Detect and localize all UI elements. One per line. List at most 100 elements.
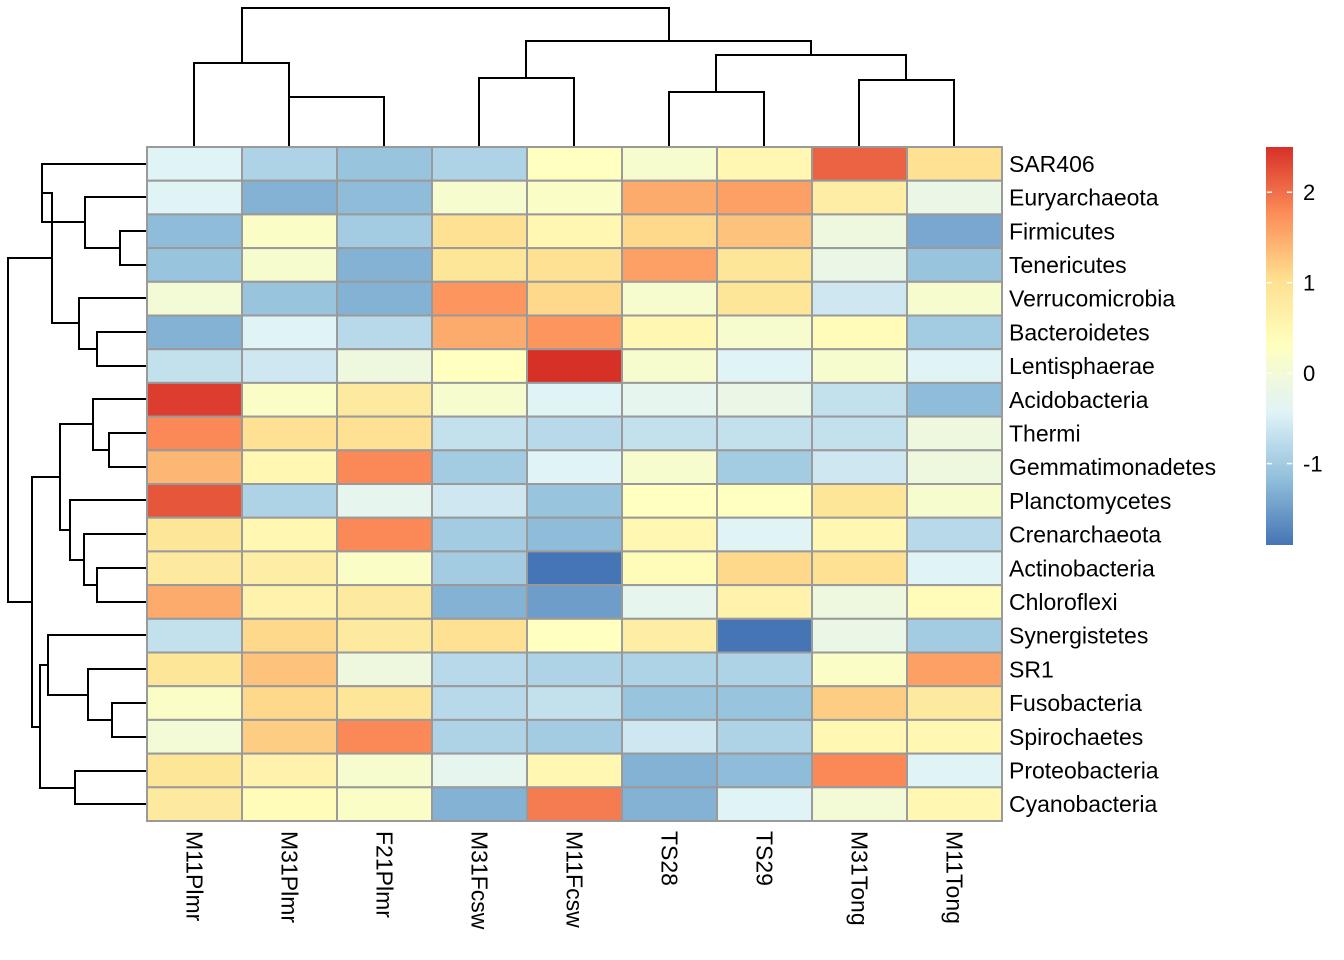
heatmap-cell bbox=[431, 314, 528, 351]
row-label: Cyanobacteria bbox=[1009, 791, 1158, 817]
heatmap-cell bbox=[811, 651, 908, 688]
heatmap-cell bbox=[146, 314, 243, 351]
heatmap-cell bbox=[336, 685, 433, 721]
heatmap-cell bbox=[146, 381, 243, 418]
heatmap-cell bbox=[811, 381, 908, 418]
heatmap-cell bbox=[716, 685, 813, 721]
heatmap-cell bbox=[241, 550, 338, 587]
heatmap-cell bbox=[241, 179, 338, 216]
heatmap-cell bbox=[241, 381, 338, 418]
heatmap-cell bbox=[431, 685, 528, 721]
heatmap-cell bbox=[811, 718, 908, 755]
heatmap-cell bbox=[241, 752, 338, 789]
color-legend: -1 0 1 2 bbox=[1266, 147, 1323, 545]
heatmap-cell bbox=[336, 415, 433, 452]
row-dend-branch bbox=[111, 702, 147, 738]
heatmap-cell bbox=[621, 213, 718, 250]
row-label: Crenarchaeota bbox=[1009, 522, 1161, 548]
heatmap-cell bbox=[526, 550, 623, 587]
heatmap-cell bbox=[811, 752, 908, 789]
heatmap-cell bbox=[906, 516, 1003, 553]
heatmap-cell bbox=[241, 584, 338, 620]
heatmap-cell bbox=[621, 280, 718, 317]
heatmap-cell bbox=[336, 584, 433, 620]
row-dend-branch bbox=[41, 163, 147, 223]
heatmap-cell bbox=[241, 617, 338, 654]
heatmap-cell bbox=[241, 348, 338, 384]
heatmap-cell bbox=[906, 483, 1003, 519]
col-dend-branch bbox=[668, 91, 765, 147]
row-label: Euryarchaeota bbox=[1009, 185, 1159, 211]
row-dend-branch bbox=[47, 634, 147, 696]
row-label: Acidobacteria bbox=[1009, 387, 1149, 413]
heatmap-cell bbox=[716, 786, 813, 822]
row-dend-branch bbox=[108, 432, 147, 468]
heatmap-cell bbox=[811, 348, 908, 384]
heatmap-cell bbox=[146, 685, 243, 721]
heatmap-cell bbox=[906, 449, 1003, 485]
heatmap-cell bbox=[431, 247, 528, 283]
row-label: SR1 bbox=[1009, 656, 1054, 682]
heatmap-cell bbox=[811, 617, 908, 654]
heatmap-cell bbox=[146, 483, 243, 519]
heatmap-cell bbox=[621, 348, 718, 384]
heatmap-cell bbox=[146, 415, 243, 452]
heatmap-cell bbox=[621, 415, 718, 452]
row-dend-branch bbox=[74, 770, 147, 805]
heatmap-cell bbox=[336, 213, 433, 250]
heatmap-cell bbox=[526, 415, 623, 452]
heatmap-cell bbox=[431, 617, 528, 654]
heatmap-cell bbox=[716, 718, 813, 755]
heatmap-cell bbox=[621, 381, 718, 418]
heatmap-cell bbox=[336, 348, 433, 384]
row-label: Verrucomicrobia bbox=[1009, 286, 1175, 312]
heatmap-cell bbox=[621, 617, 718, 654]
heatmap-cell bbox=[241, 280, 338, 317]
heatmap-cell bbox=[241, 651, 338, 688]
heatmap-cell bbox=[241, 483, 338, 519]
row-label: Firmicutes bbox=[1009, 218, 1115, 244]
row-dend-branch bbox=[92, 398, 147, 451]
column-label: TS28 bbox=[657, 831, 683, 886]
heatmap-cell bbox=[146, 584, 243, 620]
row-label: Actinobacteria bbox=[1009, 555, 1155, 581]
heatmap-cell bbox=[906, 280, 1003, 317]
row-label: Tenericutes bbox=[1009, 252, 1127, 278]
heatmap-cell bbox=[336, 483, 433, 519]
heatmap-cell bbox=[621, 786, 718, 822]
heatmap-cell bbox=[431, 213, 528, 250]
heatmap-cell bbox=[526, 146, 623, 182]
column-labels: M11Plmr M31Plmr F21Plmr M31Fcsw M11Fcsw TS28 T… bbox=[182, 831, 968, 930]
row-dend-branch bbox=[39, 664, 75, 789]
heatmap-cell bbox=[241, 213, 338, 250]
heatmap-cell bbox=[621, 146, 718, 182]
row-dend-branch bbox=[87, 668, 147, 721]
heatmap-cell bbox=[621, 314, 718, 351]
heatmap-cell bbox=[906, 348, 1003, 384]
col-dend-branch bbox=[525, 40, 812, 78]
heatmap-cell bbox=[811, 280, 908, 317]
heatmap-cell bbox=[241, 415, 338, 452]
heatmap-cell bbox=[906, 752, 1003, 789]
heatmap-cell bbox=[431, 550, 528, 587]
heatmap-cell bbox=[716, 584, 813, 620]
column-label: M31Fcsw bbox=[467, 831, 493, 930]
column-label: TS29 bbox=[752, 831, 778, 886]
heatmap-cell bbox=[906, 786, 1003, 822]
heatmap-cell bbox=[621, 752, 718, 789]
heatmap-cell bbox=[336, 718, 433, 755]
heatmap-cell bbox=[906, 718, 1003, 755]
color-legend-bar bbox=[1266, 147, 1293, 545]
heatmap-cell bbox=[811, 179, 908, 216]
heatmap-cell bbox=[811, 516, 908, 553]
column-label: M31Plmr bbox=[277, 831, 303, 923]
heatmap-cell bbox=[526, 247, 623, 283]
heatmap-cell bbox=[906, 651, 1003, 688]
column-dendrogram bbox=[193, 7, 955, 147]
heatmap-cell bbox=[146, 752, 243, 789]
row-label: Spirochaetes bbox=[1009, 724, 1143, 750]
heatmap-cell bbox=[431, 718, 528, 755]
heatmap-cell bbox=[526, 280, 623, 317]
row-label: Fusobacteria bbox=[1009, 690, 1142, 716]
heatmap-cell bbox=[431, 516, 528, 553]
